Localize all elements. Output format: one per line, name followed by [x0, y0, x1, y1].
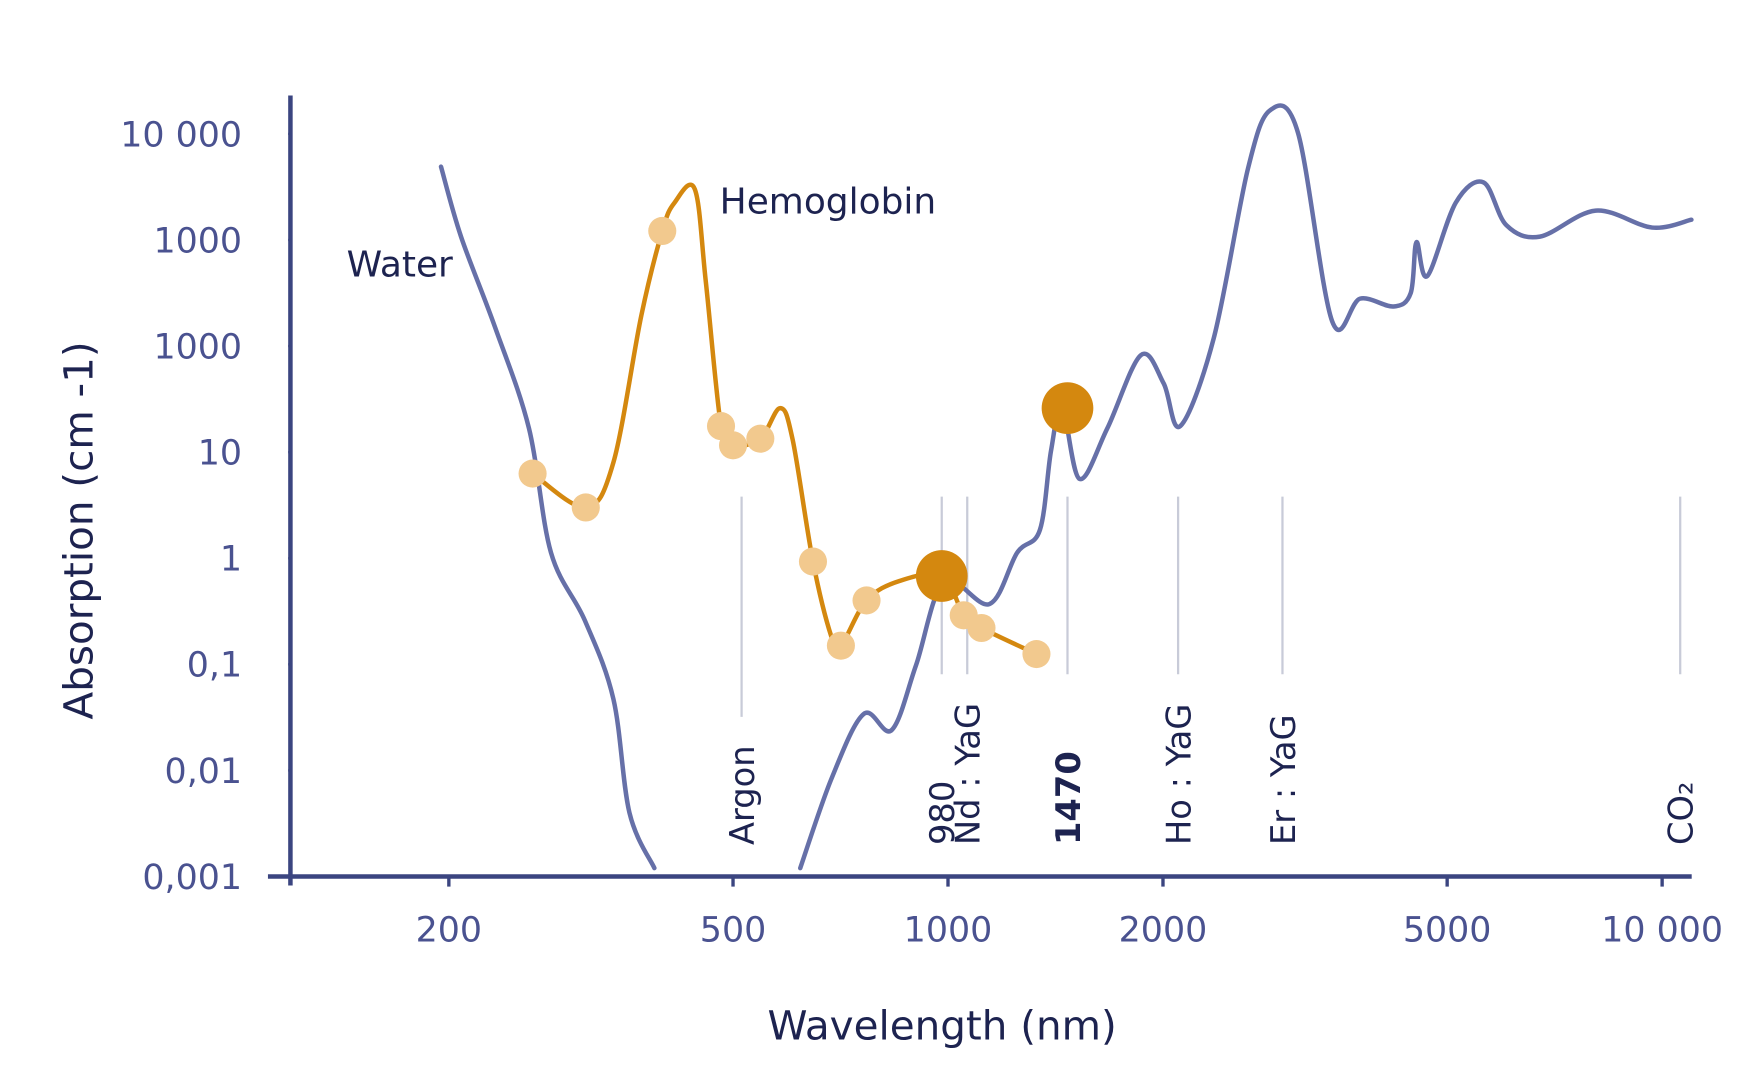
y-tick-label: 0,01	[165, 752, 243, 792]
laser-label: Nd : YaG	[949, 703, 988, 845]
laser-label: 980	[923, 781, 962, 845]
x-tick-label: 10 000	[1601, 911, 1723, 951]
series-label: Water	[347, 244, 453, 285]
marker	[571, 493, 600, 522]
marker	[967, 613, 996, 643]
x-tick-label: 200	[416, 911, 482, 951]
highlight-marker	[915, 550, 968, 602]
marker	[798, 547, 828, 576]
marker	[826, 631, 855, 660]
marker	[648, 216, 677, 246]
y-tick-label: 1000	[153, 327, 242, 367]
laser-label: Argon	[723, 745, 762, 845]
marker	[718, 431, 748, 460]
y-axis-title: Absorption (cm -1)	[55, 341, 103, 719]
y-tick-label: 1000	[153, 221, 242, 261]
y-tick-label: 10	[198, 434, 242, 474]
series-label: Hemoglobin	[720, 182, 937, 223]
marker	[746, 424, 775, 453]
x-axis-title: Wavelength (nm)	[768, 1001, 1117, 1049]
x-tick-label: 5000	[1403, 911, 1492, 951]
laser-label: CO₂	[1662, 781, 1701, 845]
laser-label: 1470	[1049, 751, 1088, 845]
x-tick-label: 2000	[1119, 911, 1208, 951]
y-tick-label: 0,001	[142, 858, 242, 898]
marker	[852, 586, 881, 615]
highlight-marker	[1041, 382, 1094, 434]
y-tick-label: 0,1	[187, 646, 242, 686]
laser-label: Ho : YaG	[1159, 704, 1198, 845]
x-tick-label: 1000	[904, 911, 993, 951]
x-tick-label: 500	[700, 911, 766, 951]
marker	[1022, 639, 1051, 669]
y-tick-label: 10 000	[120, 115, 242, 155]
y-tick-label: 1	[220, 540, 242, 580]
laser-label: Er : YaG	[1264, 714, 1303, 845]
marker	[518, 459, 547, 488]
